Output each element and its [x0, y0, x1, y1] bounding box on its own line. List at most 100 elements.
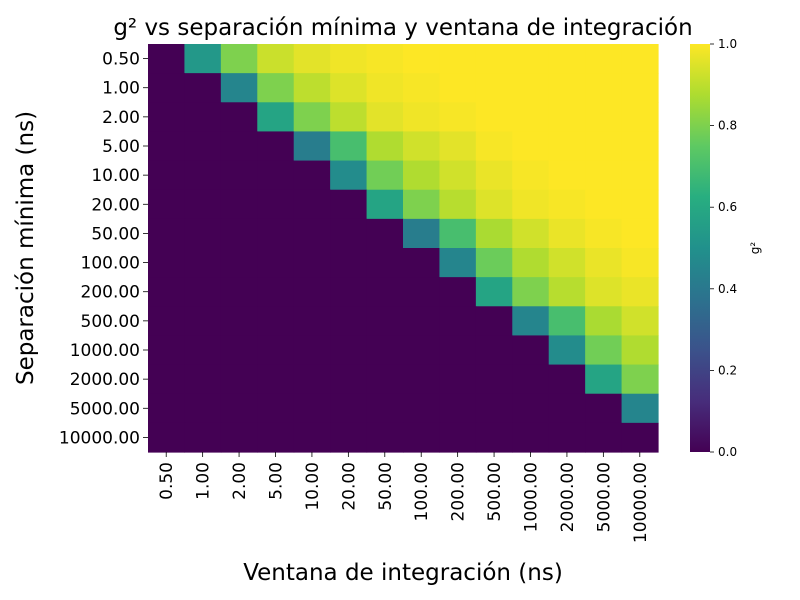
heatmap-cell [585, 364, 623, 395]
heatmap-cell [366, 306, 404, 337]
y-axis-label: Separación mínima (ns) [13, 111, 39, 385]
x-tick-label: 50.00 [376, 462, 396, 511]
heatmap-cell [220, 248, 258, 278]
heatmap-cell [403, 131, 441, 162]
heatmap-cell [512, 73, 550, 103]
heatmap-cell [293, 73, 331, 103]
heatmap-cell [184, 306, 222, 337]
heatmap-cell [475, 102, 513, 133]
heatmap-cell [548, 218, 586, 249]
heatmap-cell [475, 277, 513, 307]
heatmap-cell [257, 364, 295, 395]
heatmap-cell [257, 393, 295, 424]
heatmap-cell [220, 364, 258, 395]
heatmap-cell [475, 131, 513, 162]
heatmap-cells [148, 44, 659, 453]
heatmap-cell [293, 160, 331, 191]
heatmap-cell [330, 73, 368, 103]
heatmap-cell [148, 306, 186, 337]
heatmap-cell [439, 393, 477, 424]
heatmap-cell [293, 306, 331, 337]
heatmap-cell [621, 393, 659, 424]
heatmap-cell [548, 393, 586, 424]
heatmap-cell [403, 102, 441, 133]
heatmap-cell [148, 131, 186, 162]
x-axis-label: Ventana de integración (ns) [243, 560, 563, 586]
heatmap-cell [366, 218, 404, 249]
heatmap-cell [330, 44, 368, 74]
heatmap-cell [439, 306, 477, 337]
heatmap-cell [148, 189, 186, 220]
heatmap-cell [512, 335, 550, 366]
heatmap-cell [220, 73, 258, 103]
heatmap-cell [621, 189, 659, 220]
heatmap-cell [148, 335, 186, 366]
heatmap-cell [184, 248, 222, 278]
heatmap-cell [184, 218, 222, 249]
heatmap-cell [475, 422, 513, 453]
heatmap-cell [403, 73, 441, 103]
heatmap-cell [585, 73, 623, 103]
heatmap-cell [403, 248, 441, 278]
chart-title: g² vs separación mínima y ventana de int… [113, 15, 692, 41]
heatmap-cell [621, 102, 659, 133]
heatmap-cell [475, 218, 513, 249]
heatmap-cell [512, 422, 550, 453]
heatmap-cell [439, 218, 477, 249]
heatmap-cell [621, 364, 659, 395]
heatmap-cell [548, 364, 586, 395]
heatmap-cell [439, 277, 477, 307]
x-tick-label: 10.00 [303, 462, 323, 511]
y-tick-label: 2.00 [102, 108, 140, 128]
heatmap-cell [475, 189, 513, 220]
heatmap-cell [257, 277, 295, 307]
x-tick-label: 5000.00 [594, 462, 614, 532]
heatmap-cell [330, 218, 368, 249]
heatmap-cell [621, 44, 659, 74]
x-tick-label: 0.50 [157, 462, 177, 500]
heatmap-cell [512, 44, 550, 74]
heatmap-cell [403, 277, 441, 307]
heatmap-cell [585, 218, 623, 249]
heatmap-cell [585, 44, 623, 74]
heatmap-cell [293, 277, 331, 307]
y-tick-label: 2000.00 [70, 370, 140, 390]
heatmap-cell [220, 189, 258, 220]
heatmap-cell [403, 218, 441, 249]
heatmap-cell [293, 364, 331, 395]
heatmap-cell [475, 335, 513, 366]
heatmap-cell [330, 248, 368, 278]
heatmap-cell [184, 160, 222, 191]
heatmap-cell [621, 160, 659, 191]
heatmap-cell [512, 218, 550, 249]
heatmap-cell [257, 73, 295, 103]
heatmap-cell [512, 189, 550, 220]
heatmap-cell [475, 73, 513, 103]
x-tick-labels: 0.50 1.00 2.00 5.00 10.00 20.00 50.00 100.00 200… [157, 452, 651, 543]
heatmap-cell [293, 44, 331, 74]
heatmap-cell [585, 306, 623, 337]
heatmap-cell [257, 306, 295, 337]
heatmap-cell [439, 131, 477, 162]
heatmap-cell [439, 73, 477, 103]
heatmap-cell [148, 73, 186, 103]
heatmap-cell [330, 131, 368, 162]
heatmap-cell [366, 160, 404, 191]
heatmap-cell [293, 218, 331, 249]
heatmap-cell [148, 364, 186, 395]
heatmap-cell [330, 422, 368, 453]
heatmap-cell [184, 422, 222, 453]
heatmap-cell [330, 393, 368, 424]
heatmap-cell [148, 102, 186, 133]
heatmap-cell [475, 364, 513, 395]
heatmap-cell [366, 73, 404, 103]
heatmap-cell [184, 335, 222, 366]
heatmap-cell [512, 248, 550, 278]
heatmap-cell [439, 364, 477, 395]
heatmap-cell [366, 131, 404, 162]
colorbar-tick-label: 0.2 [718, 363, 737, 377]
heatmap-cell [184, 393, 222, 424]
heatmap-cell [548, 277, 586, 307]
heatmap-cell [585, 131, 623, 162]
heatmap-cell [512, 102, 550, 133]
